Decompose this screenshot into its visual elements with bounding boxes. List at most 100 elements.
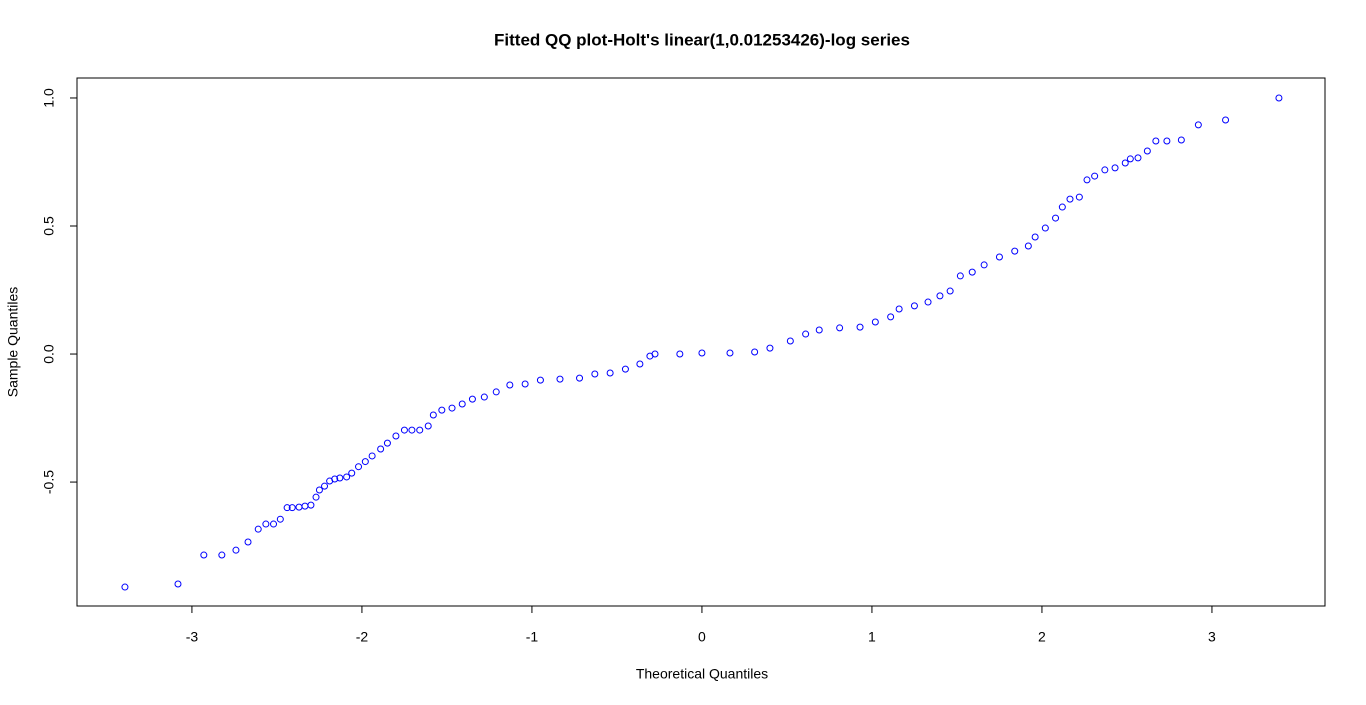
y-tick-label: 1.0 (41, 88, 57, 108)
point (556, 375, 564, 383)
point (591, 370, 599, 378)
point (676, 350, 684, 358)
point (924, 298, 932, 306)
point (424, 422, 432, 430)
point (895, 305, 903, 313)
point (1134, 154, 1142, 162)
x-tick-label: 0 (698, 629, 706, 645)
point (910, 302, 918, 310)
point (1194, 121, 1202, 129)
point (377, 445, 385, 453)
point (458, 400, 466, 408)
y-tick-label: 0.0 (41, 344, 57, 364)
point (1011, 247, 1019, 255)
point (480, 393, 488, 401)
point (254, 525, 262, 533)
point (871, 318, 879, 326)
point (1066, 195, 1074, 203)
point (1126, 155, 1134, 163)
point (946, 287, 954, 295)
point (1177, 136, 1185, 144)
point (315, 486, 323, 494)
point (121, 583, 129, 591)
x-axis-label: Theoretical Quantiles (636, 666, 768, 682)
point (936, 292, 944, 300)
point (606, 369, 614, 377)
point (232, 546, 240, 554)
point (995, 253, 1003, 261)
x-tick-label: -3 (186, 629, 199, 645)
point (301, 502, 309, 510)
point (218, 551, 226, 559)
point (1222, 116, 1230, 124)
point (636, 360, 644, 368)
point (536, 376, 544, 384)
point (448, 404, 456, 412)
point (751, 348, 759, 356)
point (1143, 147, 1151, 155)
point (288, 504, 296, 512)
point (283, 504, 291, 512)
point (856, 323, 864, 331)
point (1121, 159, 1129, 167)
point (956, 272, 964, 280)
point (438, 406, 446, 414)
point (468, 395, 476, 403)
point (1091, 172, 1099, 180)
chart-title: Fitted QQ plot-Holt's linear(1,0.0125342… (494, 30, 910, 49)
point (726, 349, 734, 357)
point (174, 580, 182, 588)
y-tick-label: 0.5 (41, 216, 57, 236)
point (321, 482, 329, 490)
point (262, 520, 270, 528)
point (1075, 193, 1083, 201)
point (307, 501, 315, 509)
point (802, 330, 810, 338)
point (331, 475, 339, 483)
point (343, 473, 351, 481)
point (968, 268, 976, 276)
point (200, 551, 208, 559)
x-tick-label: 2 (1038, 629, 1046, 645)
point (836, 324, 844, 332)
y-tick-label: -0.5 (41, 470, 57, 494)
point (766, 344, 774, 352)
point (1101, 166, 1109, 174)
point (815, 326, 823, 334)
point (336, 474, 344, 482)
point (244, 538, 252, 546)
point (506, 381, 514, 389)
x-tick-label: 1 (868, 629, 876, 645)
point (392, 432, 400, 440)
point (1024, 242, 1032, 250)
point (1058, 203, 1066, 211)
point (651, 350, 659, 358)
point (361, 458, 369, 466)
point (312, 493, 320, 501)
point (348, 469, 356, 477)
x-tick-label: -2 (356, 629, 369, 645)
point (355, 463, 363, 471)
point (492, 388, 500, 396)
x-tick-label: 3 (1208, 629, 1216, 645)
point (1111, 164, 1119, 172)
point (408, 426, 416, 434)
point (621, 365, 629, 373)
point (1031, 233, 1039, 241)
point (276, 515, 284, 523)
point (295, 503, 303, 511)
point (429, 411, 437, 419)
point (576, 374, 584, 382)
point (416, 426, 424, 434)
x-tick-label: -1 (526, 629, 539, 645)
point (1275, 94, 1283, 102)
point (383, 439, 391, 447)
y-axis-label: Sample Quantiles (5, 287, 21, 398)
point (698, 349, 706, 357)
point (400, 426, 408, 434)
point (786, 337, 794, 345)
point (1163, 137, 1171, 145)
point (1041, 224, 1049, 232)
point (521, 380, 529, 388)
